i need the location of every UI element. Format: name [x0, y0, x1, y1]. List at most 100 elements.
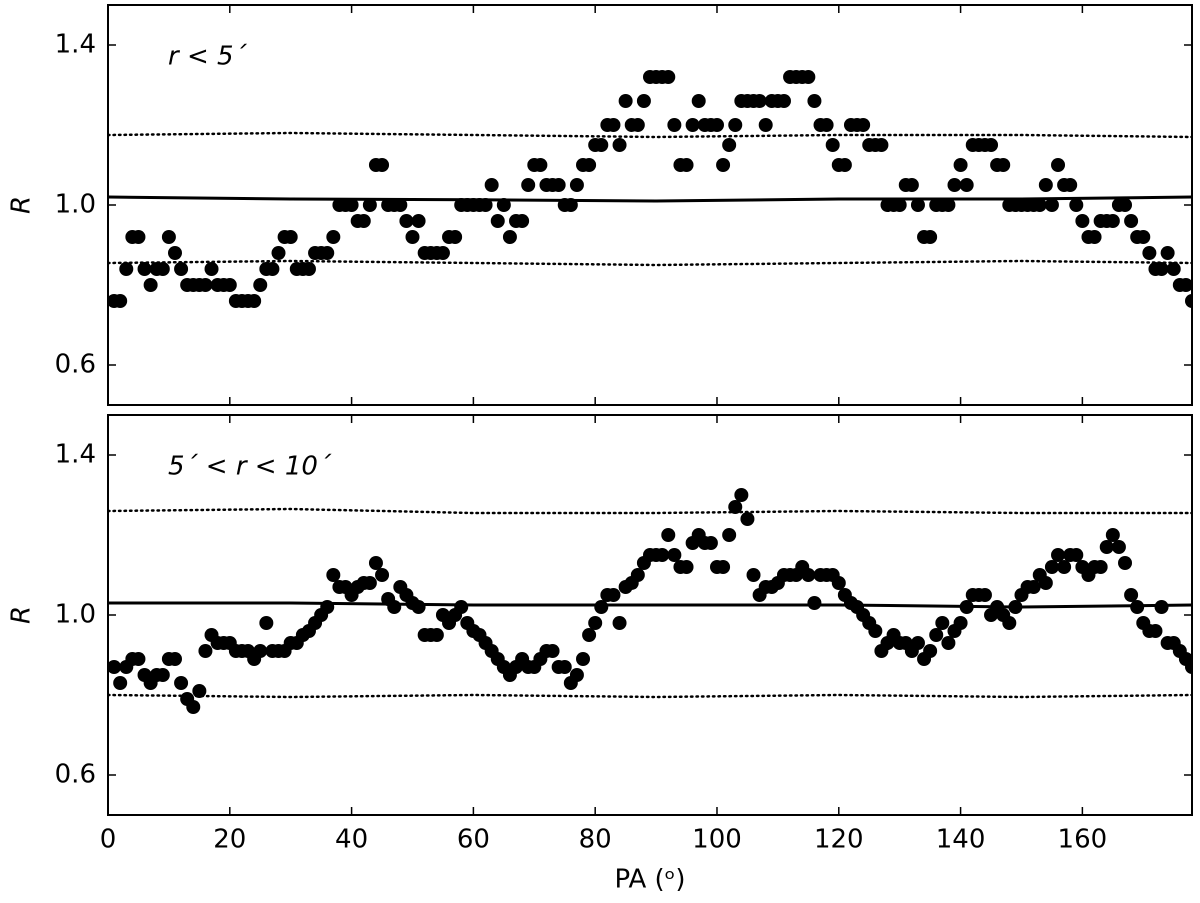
plot-area	[108, 488, 1192, 714]
data-point	[1044, 560, 1059, 574]
data-point	[1026, 580, 1041, 594]
data-point	[977, 588, 992, 602]
data-point	[661, 70, 676, 84]
panel: 0.6 1.0 1.4 r < 5´ R	[7, 4, 1193, 406]
data-point	[984, 138, 999, 152]
data-point	[703, 536, 718, 550]
data-point	[533, 158, 548, 172]
data-point	[740, 512, 755, 526]
data-point	[1038, 178, 1053, 192]
data-point	[807, 596, 822, 610]
data-point	[1142, 246, 1157, 260]
data-point	[1154, 600, 1169, 614]
bound-line	[108, 259, 1192, 267]
data-point	[204, 262, 219, 276]
data-point	[551, 178, 566, 192]
data-point	[131, 652, 146, 666]
data-point	[515, 214, 530, 228]
data-point	[387, 600, 402, 614]
data-point	[923, 644, 938, 658]
data-point	[819, 118, 834, 132]
data-point	[545, 644, 560, 658]
data-point	[953, 616, 968, 630]
data-point	[1118, 198, 1133, 212]
data-point	[521, 178, 536, 192]
bound-line	[108, 507, 1192, 515]
data-point	[728, 500, 743, 514]
data-point	[612, 138, 627, 152]
data-point	[1069, 198, 1084, 212]
data-point	[825, 138, 840, 152]
data-point	[636, 94, 651, 108]
data-point	[1111, 540, 1126, 554]
data-point	[941, 198, 956, 212]
data-point	[661, 528, 676, 542]
data-point	[155, 262, 170, 276]
data-point	[569, 178, 584, 192]
data-point	[198, 644, 213, 658]
x-tick-label: 60	[457, 825, 490, 855]
data-point	[326, 230, 341, 244]
data-point	[606, 588, 621, 602]
data-point	[582, 628, 597, 642]
data-point	[155, 668, 170, 682]
data-point	[1105, 214, 1120, 228]
y-tick-label: 1.4	[55, 440, 96, 470]
bound-line	[108, 693, 1192, 699]
data-point	[831, 576, 846, 590]
plot-area	[108, 70, 1192, 308]
data-point	[1051, 548, 1066, 562]
data-point	[1148, 624, 1163, 638]
data-point	[667, 548, 682, 562]
data-point	[728, 118, 743, 132]
mean-line	[108, 195, 1192, 203]
data-point	[320, 246, 335, 260]
data-point	[174, 262, 189, 276]
data-point	[758, 118, 773, 132]
data-point	[1069, 548, 1084, 562]
data-point	[655, 548, 670, 562]
data-point	[557, 660, 572, 674]
data-point	[612, 616, 627, 630]
data-point	[947, 178, 962, 192]
data-point	[411, 214, 426, 228]
y-tick-label: 1.0	[55, 190, 96, 220]
data-point	[1160, 246, 1175, 260]
data-point	[399, 214, 414, 228]
data-point	[368, 556, 383, 570]
data-point	[192, 684, 207, 698]
data-point	[167, 652, 182, 666]
bound-line	[108, 131, 1192, 139]
data-point	[478, 198, 493, 212]
data-point	[1032, 198, 1047, 212]
data-point	[722, 528, 737, 542]
x-tick-label: 0	[100, 825, 117, 855]
data-point	[1002, 616, 1017, 630]
data-point	[113, 676, 128, 690]
x-axis-label: PA (ᵒ)	[614, 865, 685, 895]
data-point	[716, 158, 731, 172]
data-point	[344, 198, 359, 212]
data-point	[685, 118, 700, 132]
data-point	[435, 246, 450, 260]
data-point	[679, 158, 694, 172]
x-tick-label: 80	[579, 825, 612, 855]
annotation: r < 5´	[168, 42, 248, 72]
data-point	[868, 624, 883, 638]
data-point	[1075, 214, 1090, 228]
y-axis-label: R	[7, 606, 37, 624]
data-point	[119, 262, 134, 276]
data-point	[247, 294, 262, 308]
data-point	[301, 262, 316, 276]
data-point	[582, 158, 597, 172]
data-point	[161, 230, 176, 244]
data-point	[405, 230, 420, 244]
data-point	[259, 616, 274, 630]
data-point	[1118, 556, 1133, 570]
data-point	[108, 660, 122, 674]
data-point	[198, 278, 213, 292]
axes-frame	[107, 414, 1193, 816]
y-tick-label: 1.0	[55, 600, 96, 630]
data-point	[667, 118, 682, 132]
